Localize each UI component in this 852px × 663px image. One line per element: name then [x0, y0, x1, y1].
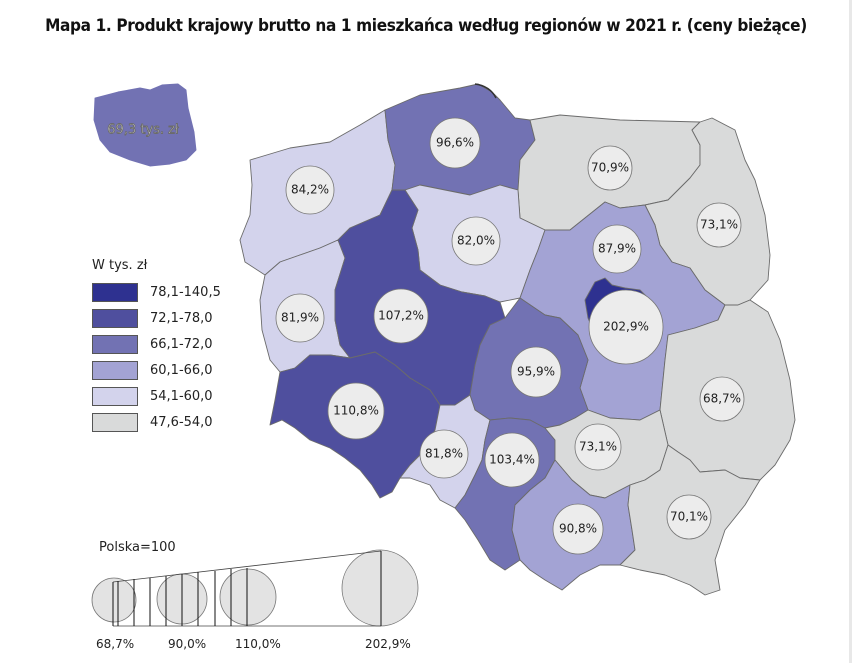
legend-title: W tys. zł [92, 258, 148, 273]
bubble-dolnoslaskie [327, 382, 385, 440]
bubble-mazowiecki-regionalny [592, 224, 642, 274]
scale-label-min: 68,7% [96, 637, 135, 651]
legend-item: 60,1-66,0 [92, 357, 221, 383]
value-mazowiecki-regionalny: 87,9% [598, 242, 636, 256]
inset-poland-shape [93, 83, 197, 167]
legend-item: 47,6-54,0 [92, 409, 221, 435]
value-dolnoslaskie: 110,8% [333, 404, 379, 418]
bubble-zachodniopomorskie [285, 165, 335, 215]
bubble-lubuskie [275, 293, 325, 343]
value-lubuskie: 81,9% [281, 311, 319, 325]
bubble-malopolskie [552, 503, 604, 555]
legend-swatch [92, 282, 138, 302]
scale-label-max: 202,9% [365, 637, 411, 651]
value-warszawski-stoleczny: 202,9% [603, 320, 649, 334]
legend-item: 66,1-72,0 [92, 331, 221, 357]
legend-label: 66,1-72,0 [150, 336, 213, 352]
bubble-swietokrzyskie [574, 423, 622, 471]
scale-label-110: 110,0% [235, 637, 281, 651]
legend-swatch [92, 334, 138, 354]
value-zachodniopomorskie: 84,2% [291, 183, 329, 197]
legend-label: 54,1-60,0 [150, 388, 213, 404]
legend-item: 72,1-78,0 [92, 305, 221, 331]
value-pomorskie: 96,6% [436, 136, 474, 150]
bubble-size-scale [91, 549, 419, 627]
bubble-podlaskie [696, 202, 742, 248]
hel-peninsula [474, 83, 497, 99]
legend-swatch [92, 386, 138, 406]
bubble-wielkopolskie [373, 288, 429, 344]
value-kujawsko-pomorskie: 82,0% [457, 234, 495, 248]
legend-swatch [92, 412, 138, 432]
value-malopolskie: 90,8% [559, 522, 597, 536]
value-opolskie: 81,8% [425, 447, 463, 461]
value-lubelskie: 68,7% [703, 392, 741, 406]
legend-swatch [92, 308, 138, 328]
legend-label: 72,1-78,0 [150, 310, 213, 326]
value-swietokrzyskie: 73,1% [579, 440, 617, 454]
legend-item: 78,1-140,5 [92, 279, 221, 305]
legend-swatch [92, 360, 138, 380]
legend-label: 78,1-140,5 [150, 284, 221, 300]
value-warminsko-mazurskie: 70,9% [591, 161, 629, 175]
bubble-warminsko-mazurskie [587, 145, 633, 191]
scale-title: Polska=100 [99, 540, 176, 555]
value-lodzkie: 95,9% [517, 365, 555, 379]
bubble-pomorskie [429, 117, 481, 169]
value-slaskie: 103,4% [489, 453, 535, 467]
map-title: Mapa 1. Produkt krajowy brutto na 1 mies… [45, 16, 807, 35]
legend-label: 60,1-66,0 [150, 362, 213, 378]
bubble-warszawski-stoleczny [588, 289, 664, 365]
value-wielkopolskie: 107,2% [378, 309, 424, 323]
legend: W tys. zł 78,1-140,5 72,1-78,0 66,1-72,0… [92, 258, 221, 435]
scale-label-90: 90,0% [168, 637, 207, 651]
inset-value: 69,3 tys. zł [107, 123, 179, 138]
bubble-opolskie [419, 429, 469, 479]
value-podkarpackie: 70,1% [670, 510, 708, 524]
bubble-podkarpackie [666, 494, 712, 540]
bubble-slaskie [484, 432, 540, 488]
legend-label: 47,6-54,0 [150, 414, 213, 430]
bubble-kujawsko-pomorskie [451, 216, 501, 266]
bubble-lodzkie [510, 346, 562, 398]
window-edge [849, 0, 852, 663]
value-podlaskie: 73,1% [700, 218, 738, 232]
legend-item: 54,1-60,0 [92, 383, 221, 409]
bubble-lubelskie [699, 376, 745, 422]
